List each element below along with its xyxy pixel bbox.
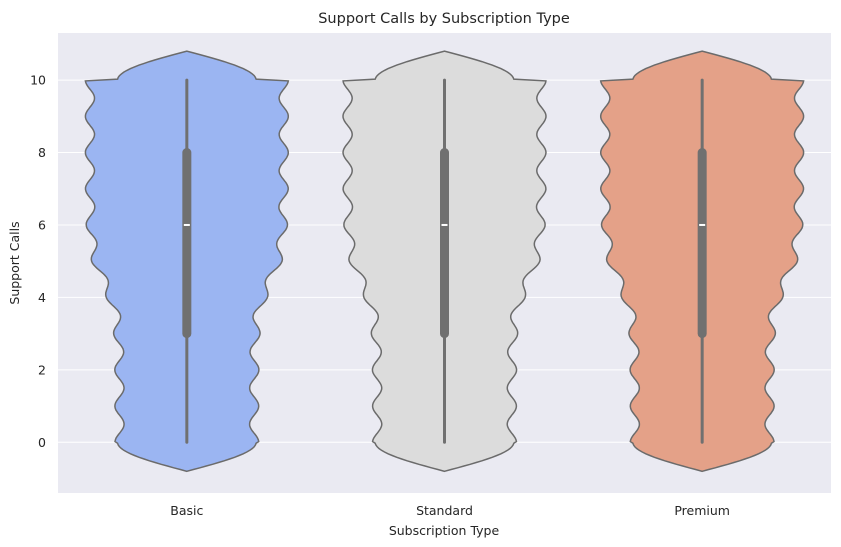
y-tick-label: 0 [38,435,46,450]
y-tick-label: 10 [30,73,46,88]
y-axis-label: Support Calls [7,221,22,304]
x-tick-labels: Basic Standard Premium [170,503,730,518]
y-tick-label: 2 [38,362,46,377]
x-tick-label: Standard [416,503,473,518]
x-tick-label: Premium [674,503,730,518]
x-tick-label: Basic [170,503,203,518]
chart-title: Support Calls by Subscription Type [318,11,570,27]
y-tick-label: 4 [38,290,46,305]
y-tick-labels: 0 2 4 6 8 10 [30,73,46,450]
y-tick-label: 8 [38,145,46,160]
x-axis-label: Subscription Type [389,523,500,538]
violins [84,50,805,473]
y-tick-label: 6 [38,217,46,232]
